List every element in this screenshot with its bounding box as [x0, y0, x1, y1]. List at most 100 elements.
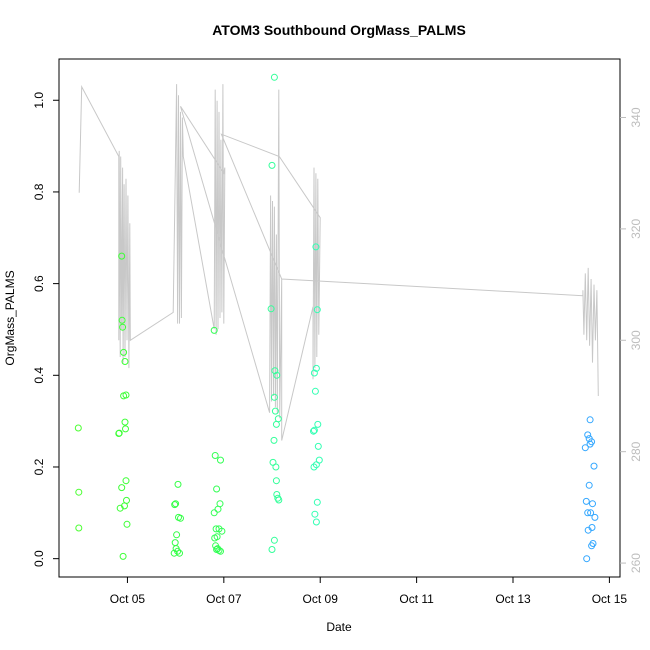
data-point	[122, 391, 130, 399]
x-axis-label: Date	[326, 620, 352, 634]
data-point	[591, 513, 599, 521]
data-point	[172, 500, 180, 508]
x-tick-label: Oct 15	[592, 592, 628, 606]
y2-tick-label: 340	[629, 107, 643, 127]
x-tick-label: Oct 11	[399, 592, 434, 606]
x-tick-label: Oct 07	[206, 592, 242, 606]
data-point	[311, 510, 319, 518]
data-point	[582, 497, 590, 505]
data-point	[310, 427, 317, 435]
data-point	[170, 549, 178, 557]
data-point	[75, 524, 83, 532]
data-point	[210, 326, 218, 334]
data-point	[314, 442, 322, 450]
data-point	[211, 452, 219, 459]
y2-tick-label: 320	[629, 219, 643, 239]
data-point	[270, 73, 278, 81]
data-point	[120, 348, 128, 356]
data-point	[270, 436, 278, 444]
data-point	[177, 514, 184, 522]
x-tick-label: Oct 05	[110, 592, 146, 606]
y-tick-label: 0.4	[32, 367, 46, 384]
series-line	[78, 84, 599, 441]
data-point	[212, 525, 220, 533]
data-point	[118, 316, 126, 324]
data-point	[213, 485, 221, 493]
data-point	[581, 444, 589, 452]
y-tick-label: 0.0	[32, 550, 46, 567]
data-point	[118, 484, 126, 492]
data-point	[310, 369, 318, 377]
data-point	[312, 243, 320, 251]
y2-tick-label: 280	[629, 441, 643, 461]
data-point	[310, 463, 318, 471]
data-point	[272, 420, 280, 428]
data-point	[75, 488, 83, 496]
x-tick-label: Oct 09	[303, 592, 339, 606]
data-point	[211, 534, 219, 542]
y-tick-label: 0.8	[32, 183, 46, 200]
data-point	[586, 416, 594, 424]
data-point	[118, 252, 126, 260]
data-point	[121, 358, 129, 365]
x-tick-label: Oct 13	[495, 592, 531, 606]
data-point	[585, 481, 593, 489]
data-point	[271, 367, 279, 375]
data-point	[589, 500, 596, 508]
data-point	[271, 407, 279, 415]
data-point	[268, 546, 276, 553]
data-point	[172, 545, 180, 553]
data-point	[590, 462, 598, 470]
data-point	[270, 536, 278, 544]
data-point	[312, 518, 320, 526]
data-point	[275, 496, 283, 504]
y2-tick-label: 260	[629, 553, 643, 573]
data-point	[123, 496, 130, 504]
data-point	[274, 415, 282, 423]
data-point	[584, 509, 592, 517]
data-point	[584, 431, 592, 439]
data-point	[176, 549, 183, 557]
data-point	[314, 420, 322, 428]
data-point	[586, 440, 594, 448]
data-point	[310, 426, 318, 434]
data-point	[268, 161, 276, 169]
data-point	[123, 520, 131, 528]
data-point	[267, 305, 275, 313]
chart-title: ATOM3 Southbound OrgMass_PALMS	[212, 22, 466, 38]
data-point	[587, 509, 595, 517]
y-axis-label: OrgMass_PALMS	[3, 270, 17, 365]
data-point	[121, 418, 129, 426]
data-point	[216, 500, 224, 508]
data-point	[270, 393, 278, 401]
data-point	[119, 323, 127, 331]
data-point	[122, 425, 129, 433]
data-point	[312, 364, 320, 372]
data-point	[217, 547, 224, 555]
data-point	[583, 555, 591, 563]
data-point	[171, 501, 179, 509]
data-point	[272, 477, 280, 485]
data-point	[115, 429, 123, 437]
data-point	[313, 306, 321, 314]
data-point	[588, 542, 596, 550]
y-tick-label: 0.2	[32, 458, 46, 475]
data-point	[272, 463, 280, 471]
data-point	[218, 527, 226, 535]
data-point	[119, 552, 127, 560]
data-point	[210, 509, 218, 517]
y-tick-label: 1.0	[32, 92, 46, 109]
data-point	[311, 387, 319, 395]
data-point	[313, 498, 321, 506]
data-point	[174, 480, 182, 488]
data-point	[173, 531, 181, 539]
plot-frame	[58, 58, 621, 578]
y2-tick-label: 300	[629, 330, 643, 350]
data-point	[584, 526, 592, 534]
data-point	[122, 477, 130, 485]
data-point	[312, 461, 320, 469]
data-point	[213, 546, 221, 553]
data-point	[217, 456, 224, 464]
data-point	[171, 539, 179, 547]
